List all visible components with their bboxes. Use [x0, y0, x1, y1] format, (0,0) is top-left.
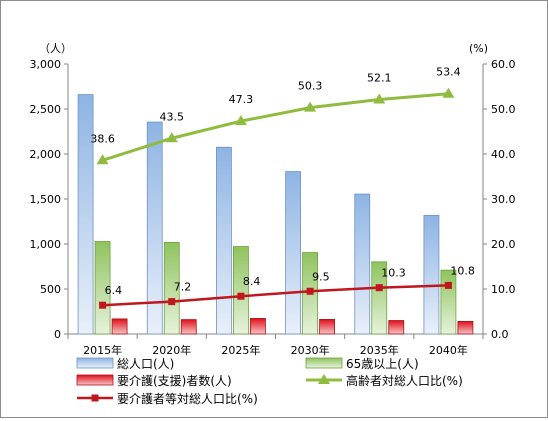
x-tick-label: 2030年 — [291, 343, 330, 357]
right-tick-label: 0.0 — [491, 328, 509, 341]
legend-care-recipients-label: 要介護(支援)者数(人) — [117, 373, 232, 388]
bar-care-recipients — [250, 318, 266, 335]
line-elderly-ratio — [102, 92, 449, 162]
label-care-ratio: 8.4 — [243, 275, 261, 288]
label-care-ratio: 6.4 — [105, 284, 123, 297]
label-elderly-ratio: 38.6 — [90, 132, 115, 145]
right-tick-label: 40.0 — [491, 148, 516, 161]
marker-elderly-ratio — [234, 115, 247, 126]
left-tick-label: 500 — [40, 283, 61, 296]
label-elderly-ratio: 50.3 — [298, 80, 323, 93]
right-tick-label: 10.0 — [491, 283, 516, 296]
marker-elderly-ratio — [373, 93, 386, 104]
marker-elderly-ratio — [96, 154, 109, 165]
bar-total-population — [285, 171, 301, 335]
right-tick-label: 30.0 — [491, 193, 516, 206]
x-tick-label: 2040年 — [429, 343, 468, 357]
label-care-ratio: 10.3 — [381, 267, 406, 280]
label-elderly-ratio: 52.1 — [367, 72, 392, 85]
marker-care-ratio — [168, 298, 176, 306]
x-tick-label: 2035年 — [360, 343, 399, 357]
bar-care-recipients — [457, 320, 474, 335]
marker-elderly-ratio — [165, 132, 178, 143]
bar-65-and-over — [371, 261, 388, 335]
bar-care-recipients — [111, 318, 128, 335]
legend-elderly-ratio-label: 高齢者対総人口比(%) — [346, 373, 463, 388]
bar-65-and-over — [163, 241, 180, 335]
bar-total-population — [77, 94, 94, 335]
right-tick-label: 60.0 — [491, 58, 516, 71]
right-tick-label: 50.0 — [491, 103, 516, 116]
legend-care-recipients-swatch — [76, 374, 114, 386]
marker-elderly-ratio — [304, 101, 317, 112]
label-elderly-ratio: 47.3 — [229, 93, 254, 106]
marker-care-ratio — [237, 292, 245, 300]
bar-care-recipients — [388, 320, 405, 335]
line-care-ratio — [102, 284, 449, 307]
right-tick-label: 20.0 — [491, 238, 516, 251]
marker-care-ratio — [99, 301, 107, 309]
bar-total-population — [354, 193, 371, 335]
legend-care-ratio-marker — [91, 394, 99, 402]
legend-65-and-over-label: 65歳以上(人) — [346, 357, 419, 371]
marker-care-ratio — [444, 281, 452, 289]
x-tick-label: 2025年 — [221, 343, 260, 357]
label-care-ratio: 7.2 — [174, 281, 192, 294]
marker-elderly-ratio — [442, 87, 455, 98]
bar-care-recipients — [319, 319, 335, 335]
legend-elderly-ratio-marker — [318, 374, 330, 384]
left-tick-label: 2,000 — [30, 148, 62, 161]
bar-total-population — [423, 214, 440, 335]
left-tick-label: 1,500 — [30, 193, 62, 206]
left-tick-label: 1,000 — [30, 238, 62, 251]
label-elderly-ratio: 53.4 — [436, 66, 461, 79]
left-tick-label: 0 — [54, 328, 61, 341]
left-tick-label: 2,500 — [30, 103, 62, 116]
label-elderly-ratio: 43.5 — [160, 110, 185, 123]
x-tick-label: 2020年 — [152, 343, 191, 357]
left-axis-unit: （人） — [39, 42, 72, 55]
bar-total-population — [216, 146, 232, 335]
label-care-ratio: 9.5 — [312, 270, 330, 283]
legend-total-population-swatch — [76, 357, 114, 369]
bar-total-population — [146, 121, 163, 335]
plot-area: 0 500 1,000 1,500 2,000 2,500 3,000 0.0 10.0 20.0… — [30, 42, 516, 406]
legend-care-ratio-label: 要介護者等対総人口比(%) — [117, 391, 258, 406]
x-tick-label: 2015年 — [83, 343, 122, 357]
marker-care-ratio — [306, 287, 314, 295]
bar-65-and-over — [233, 246, 249, 335]
bar-65-and-over — [94, 241, 111, 335]
bar-65-and-over — [440, 269, 457, 335]
legend-total-population-label: 総人口(人) — [117, 357, 174, 371]
right-axis-unit: (%) — [469, 42, 488, 55]
label-care-ratio: 10.8 — [450, 264, 475, 277]
left-tick-label: 3,000 — [30, 58, 62, 71]
bar-care-recipients — [180, 319, 197, 335]
marker-care-ratio — [375, 284, 383, 292]
legend-65-and-over-swatch — [305, 357, 343, 369]
